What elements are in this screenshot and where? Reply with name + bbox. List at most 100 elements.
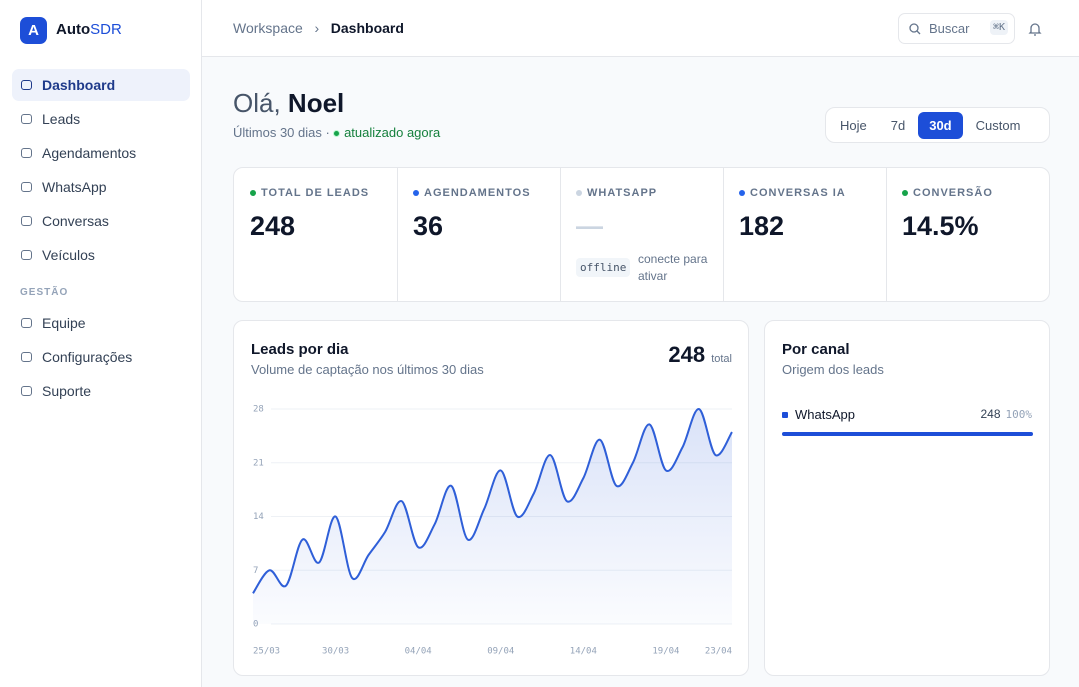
kpi-label-text: CONVERSÃO xyxy=(913,187,993,199)
kpi-card: CONVERSÃO 14.5% xyxy=(886,168,1049,301)
kpi-dot xyxy=(576,190,582,196)
chart-total: 248 total xyxy=(668,342,732,368)
channel-name: WhatsApp xyxy=(795,407,855,422)
kpi-label-text: CONVERSAS IA xyxy=(750,187,846,199)
nav-icon xyxy=(21,352,32,362)
search-label: Buscar xyxy=(929,21,970,36)
x-tick-label: 14/04 xyxy=(570,647,597,657)
range-button[interactable]: 30d xyxy=(918,111,963,139)
line-chart: 0 7 14 21 28 25/03 30/03 04/04 09/04 14/04 19/04 23… xyxy=(252,405,733,657)
y-tick-label: 14 xyxy=(253,512,264,522)
chart-card: Leads por dia Volume de captação nos últ… xyxy=(233,320,749,676)
kpi-dot xyxy=(413,190,419,196)
kpi-dot xyxy=(739,190,745,196)
y-tick-label: 21 xyxy=(253,458,264,468)
kpi-label-text: WHATSAPP xyxy=(587,187,658,199)
channel-share: 100% xyxy=(1005,408,1033,421)
kpi-dot xyxy=(250,190,256,196)
area xyxy=(253,408,732,624)
x-tick-label: 30/03 xyxy=(322,647,349,657)
channel-swatch xyxy=(782,412,788,418)
nav-icon xyxy=(21,386,32,396)
nav-icon xyxy=(21,182,32,192)
kpi-label: CONVERSAS IA xyxy=(739,187,846,199)
logo: A xyxy=(20,17,47,44)
period-text: Últimos 30 dias · xyxy=(233,125,330,140)
x-tick-label: 09/04 xyxy=(487,647,514,657)
line xyxy=(252,408,733,594)
channel-figures: 248 100% xyxy=(980,407,1032,421)
nav-item[interactable]: Conversas xyxy=(12,205,190,237)
nav-icon xyxy=(21,318,32,328)
kpi-card: CONVERSAS IA 182 xyxy=(723,168,887,301)
x-tick-label: 04/04 xyxy=(405,647,432,657)
kpi-label: WHATSAPP xyxy=(576,187,657,199)
crumb[interactable]: Workspace xyxy=(233,20,303,36)
kpi-value: 248 xyxy=(250,211,296,241)
range-button[interactable]: Hoje xyxy=(840,117,867,133)
greeting: Olá, Noel xyxy=(233,88,344,119)
status-dot xyxy=(333,130,341,137)
kpi-value: 182 xyxy=(739,211,785,241)
nav-item[interactable]: Leads xyxy=(12,103,190,135)
nav-item[interactable]: WhatsApp xyxy=(12,171,190,203)
crumb: Dashboard xyxy=(330,20,404,36)
nav-item[interactable]: Dashboard xyxy=(12,69,190,101)
kpi-value: 14.5% xyxy=(902,211,979,241)
kpi-note: conecte para ativar xyxy=(638,252,708,283)
chart-title: Leads por dia xyxy=(251,341,349,358)
nav-icon xyxy=(21,80,32,90)
channel-subtitle: Origem dos leads xyxy=(782,362,884,377)
topbar: Workspace › Dashboard Buscar ⌘K xyxy=(202,0,1079,57)
nav-item[interactable]: Equipe xyxy=(12,307,190,339)
channel-title: Por canal xyxy=(782,341,850,358)
channel-count: 248 xyxy=(980,407,1001,421)
total-value: 248 xyxy=(668,342,706,367)
kpi-value: — xyxy=(576,211,603,241)
kpi-label-text: AGENDAMENTOS xyxy=(424,187,531,199)
nav-icon xyxy=(21,148,32,158)
nav-item[interactable]: Suporte xyxy=(12,375,190,407)
x-tick-label: 19/04 xyxy=(652,647,679,657)
range-button[interactable]: 7d xyxy=(890,117,906,133)
total-label: total xyxy=(711,353,732,365)
channel-bar xyxy=(782,432,1033,436)
kpi-strip: TOTAL DE LEADS 248 AGENDAMENTOS 36 WHATSAPP —… xyxy=(233,167,1050,302)
period: Últimos 30 dias · atualizado agora xyxy=(233,125,440,140)
kpi-card: AGENDAMENTOS 36 xyxy=(397,168,561,301)
brand-suffix: SDR xyxy=(90,21,122,38)
range-button[interactable]: Custom xyxy=(975,117,1021,133)
kpi-value: 36 xyxy=(413,211,444,241)
section-label: GESTÃO xyxy=(20,287,69,298)
kpi-label-text: TOTAL DE LEADS xyxy=(261,187,370,199)
y-tick-label: 0 xyxy=(253,620,258,630)
kpi-label: AGENDAMENTOS xyxy=(413,187,531,199)
nav-icon xyxy=(21,250,32,260)
range-selector: Hoje 7d 30d Custom xyxy=(825,107,1050,143)
y-tick-label: 28 xyxy=(253,405,264,415)
brand: AutoSDR xyxy=(56,21,122,38)
channel-card: Por canal Origem dos leads WhatsApp 248 10… xyxy=(764,320,1050,676)
kpi-label: TOTAL DE LEADS xyxy=(250,187,369,199)
chart-subtitle: Volume de captação nos últimos 30 dias xyxy=(251,362,484,377)
nav-item[interactable]: Veículos xyxy=(12,239,190,271)
nav-icon xyxy=(21,114,32,124)
nav-item[interactable]: Configurações xyxy=(12,341,190,373)
kpi-dot xyxy=(902,190,908,196)
shortcut: ⌘K xyxy=(989,20,1008,35)
nav-item[interactable]: Agendamentos xyxy=(12,137,190,169)
channel-track xyxy=(782,432,1033,436)
hello: Olá, xyxy=(233,88,281,118)
search-icon xyxy=(909,23,921,35)
bell-icon[interactable] xyxy=(1028,21,1042,36)
breadcrumb: Workspace › Dashboard xyxy=(233,20,404,36)
brand-prefix: Auto xyxy=(56,21,91,38)
kpi-label: CONVERSÃO xyxy=(902,187,993,199)
status: atualizado agora xyxy=(344,125,441,140)
kpi-card: TOTAL DE LEADS 248 xyxy=(234,168,398,301)
kpi-badge: offline xyxy=(576,258,631,277)
search[interactable]: Buscar ⌘K xyxy=(898,13,1015,44)
kpi-card: WHATSAPP — offline conecte para ativar xyxy=(560,168,724,301)
x-tick-label: 23/04 xyxy=(705,647,732,657)
